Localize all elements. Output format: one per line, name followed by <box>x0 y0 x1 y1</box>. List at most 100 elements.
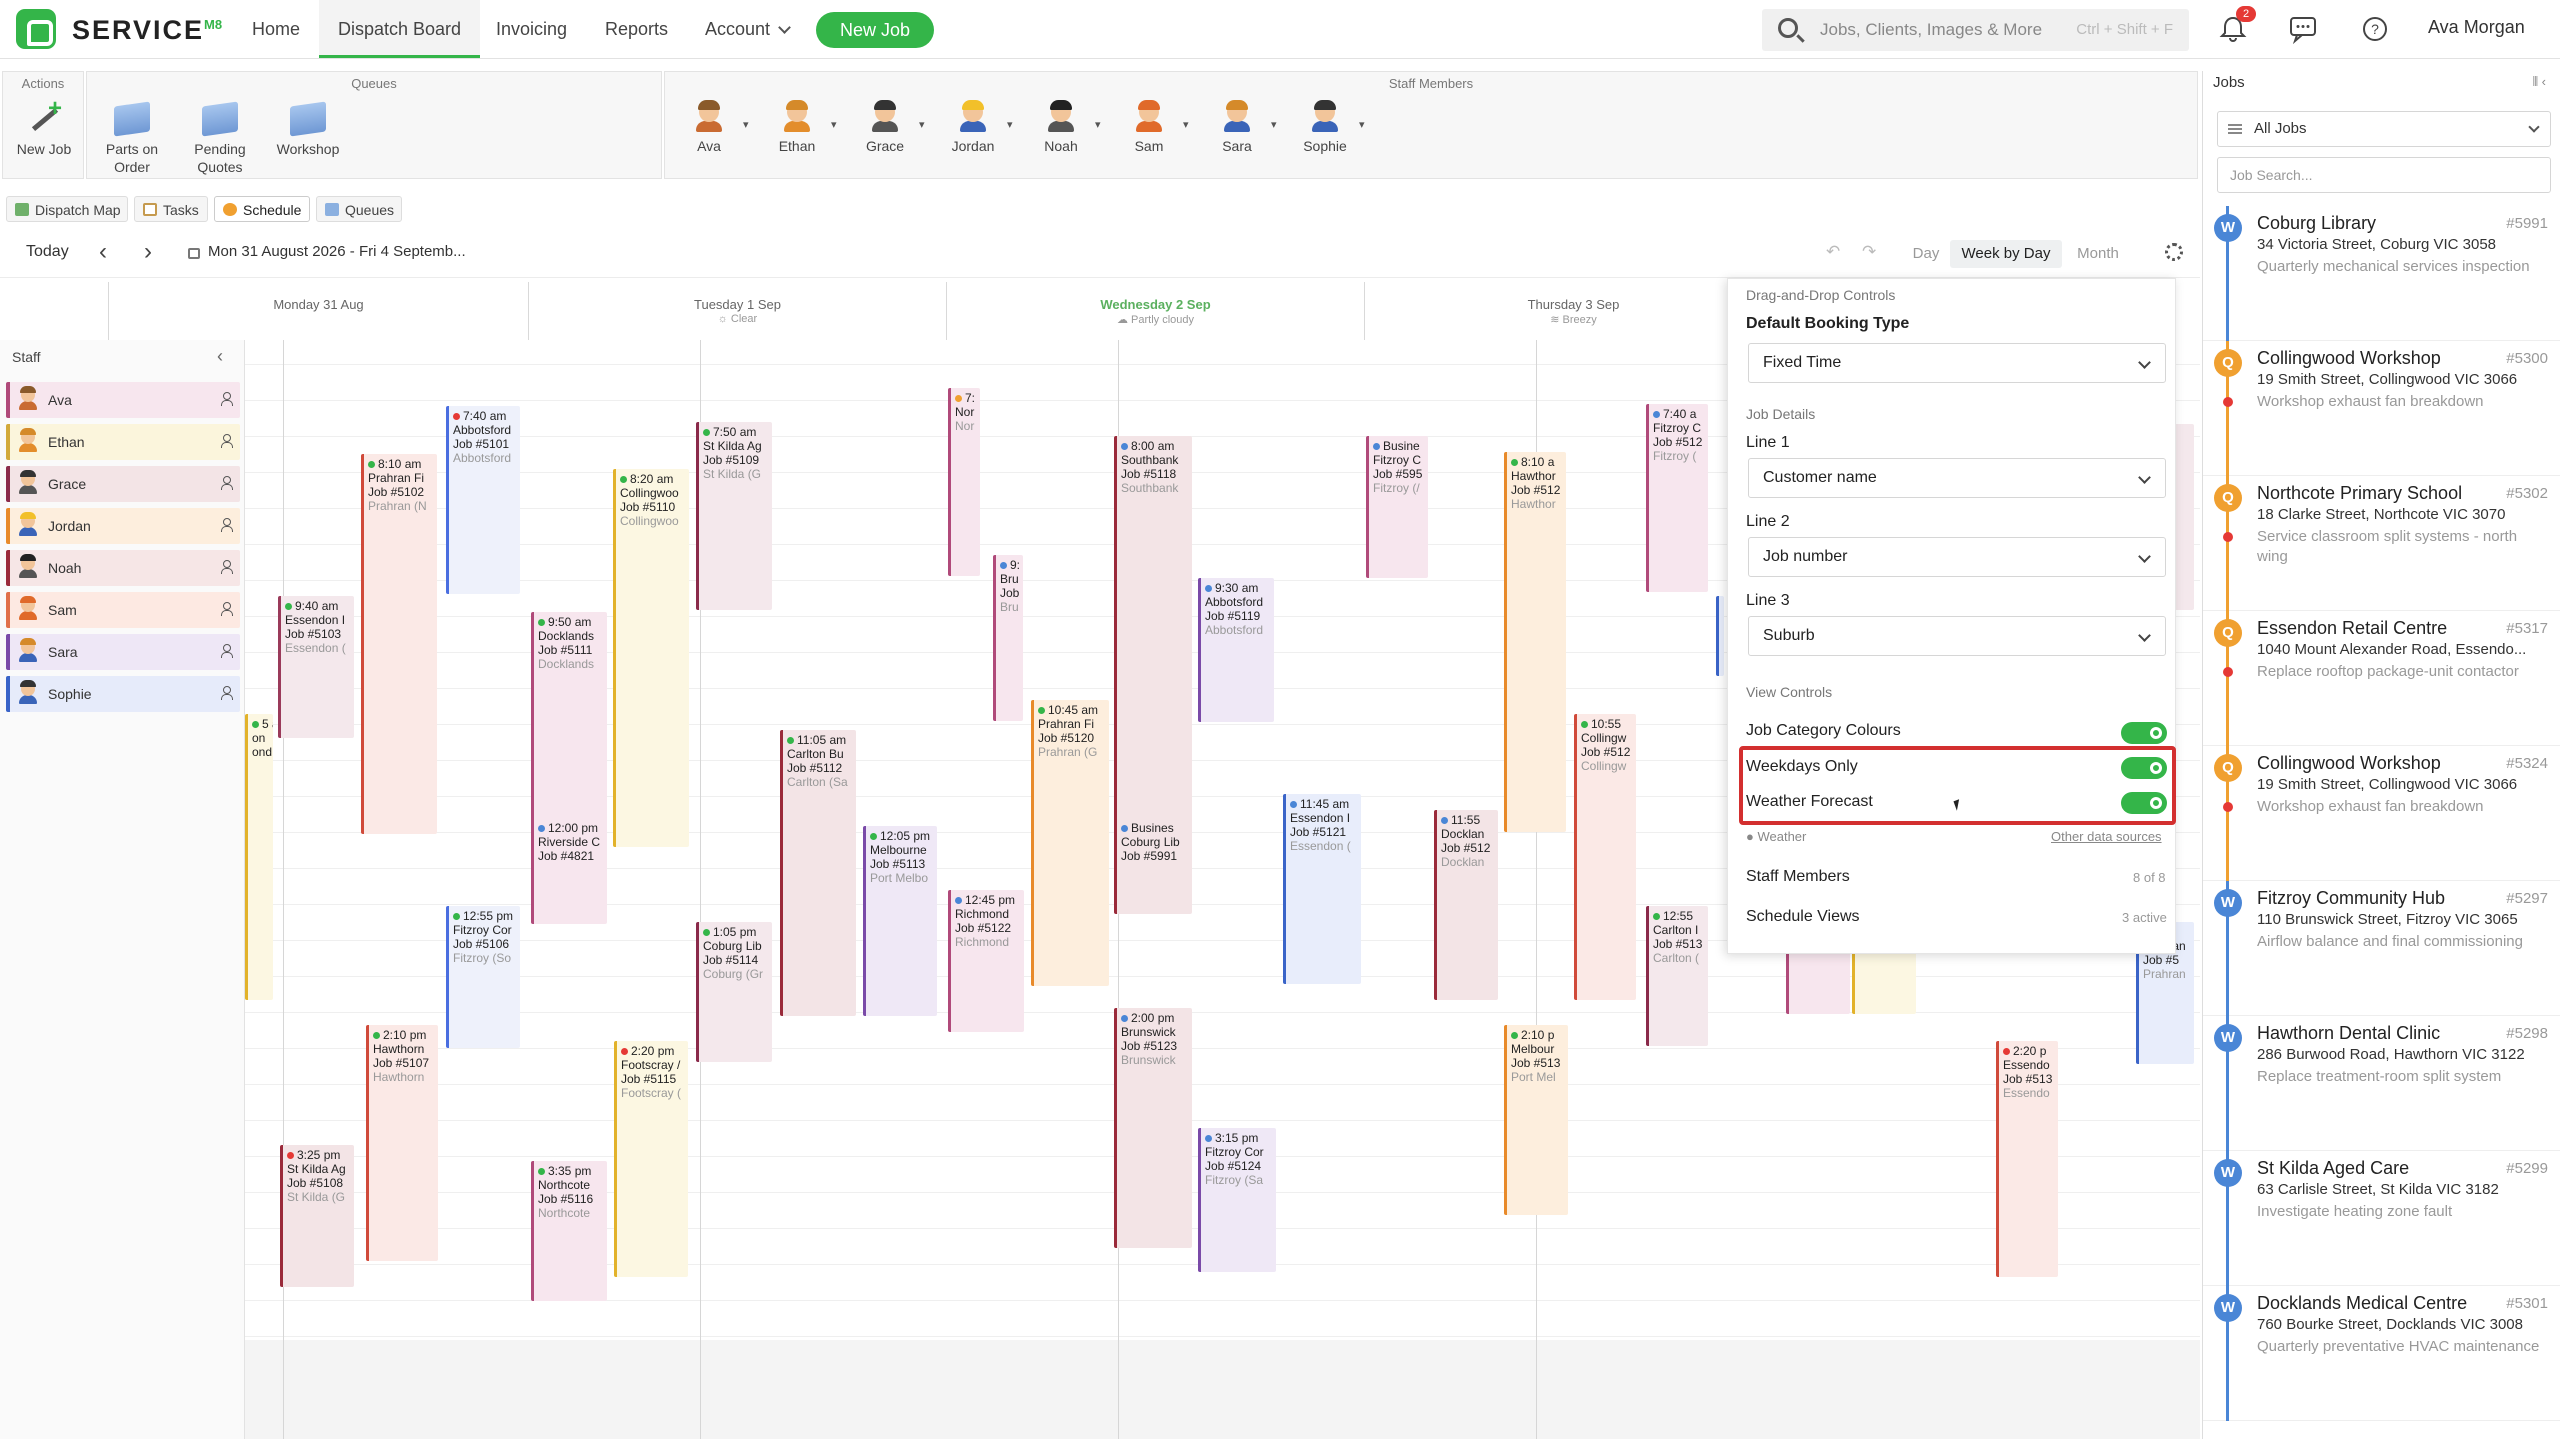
staff-row-sara[interactable]: Sara <box>6 634 240 670</box>
job-booking-block[interactable] <box>1716 596 1724 676</box>
staff-row-sam[interactable]: Sam <box>6 592 240 628</box>
tab-tasks[interactable]: Tasks <box>134 196 208 222</box>
person-icon[interactable] <box>220 434 233 448</box>
job-booking-block[interactable]: 8:10 a Hawthor Job #512 Hawthor <box>1504 452 1566 832</box>
job-booking-block[interactable]: 9:40 am Essendon I Job #5103 Essendon ( <box>278 596 354 738</box>
staff-row-ethan[interactable]: Ethan <box>6 424 240 460</box>
job-booking-block[interactable]: 5 aronond <box>245 714 273 1000</box>
job-list-item[interactable]: Q Northcote Primary School #5302 18 Clarke … <box>2203 476 2560 611</box>
chevron-left-icon[interactable]: ‹ <box>99 238 107 265</box>
job-category-colours-toggle[interactable] <box>2121 722 2167 744</box>
undo-icon[interactable]: ↶ <box>1826 242 1841 261</box>
staff-member-sam[interactable]: ▾ Sam <box>1105 100 1193 154</box>
date-range-picker[interactable]: Mon 31 August 2026 - Fri 4 Septemb... <box>188 243 466 260</box>
jobs-filter-select[interactable]: All Jobs <box>2217 111 2551 147</box>
toolbar-new-job-button[interactable]: New Job <box>0 100 89 158</box>
job-booking-block[interactable]: 2:10 pm Hawthorn Job #5107 Hawthorn <box>366 1025 438 1261</box>
job-booking-block[interactable]: 11:05 am Carlton Bu Job #5112 Carlton (Sa <box>780 730 856 1016</box>
job-booking-block[interactable]: 9: Bru Job Bru <box>993 555 1023 721</box>
job-booking-block[interactable]: 2:20 pm Footscray / Job #5115 Footscray ( <box>614 1041 688 1277</box>
chat-icon[interactable] <box>2288 14 2318 44</box>
redo-icon[interactable]: ↷ <box>1862 242 1877 261</box>
nav-home[interactable]: Home <box>252 19 301 39</box>
default-booking-type-select[interactable]: Fixed Time <box>1748 343 2166 383</box>
staff-member-grace[interactable]: ▾ Grace <box>841 100 929 154</box>
job-booking-block[interactable]: 12:45 pm Richmond Job #5122 Richmond <box>948 890 1024 1032</box>
queue-workshop[interactable]: Workshop <box>263 101 353 158</box>
job-booking-block[interactable]: 12:00 pm Riverside C Job #4821 <box>531 818 607 914</box>
job-booking-block[interactable]: 7:50 am St Kilda Ag Job #5109 St Kilda (G <box>696 422 772 610</box>
job-booking-block[interactable]: 3:25 pm St Kilda Ag Job #5108 St Kilda (G <box>280 1145 354 1287</box>
queue-parts-on-order[interactable]: Parts on Order <box>87 101 177 176</box>
job-booking-block[interactable]: 11:55 Docklan Job #512 Docklan <box>1434 810 1498 1000</box>
nav-reports[interactable]: Reports <box>605 19 669 39</box>
line2-select[interactable]: Job number <box>1748 537 2166 577</box>
staff-member-sara[interactable]: ▾ Sara <box>1193 100 1281 154</box>
job-booking-block[interactable]: 8:20 am Collingwoo Job #5110 Collingwoo <box>613 469 689 847</box>
user-menu[interactable]: Ava Morgan <box>2428 17 2525 37</box>
job-booking-block[interactable]: 2:10 p Melbour Job #513 Port Mel <box>1504 1025 1568 1215</box>
job-booking-block[interactable]: 3:15 pm Fitzroy Cor Job #5124 Fitzroy (Sa <box>1198 1128 1276 1272</box>
person-icon[interactable] <box>220 518 233 532</box>
job-booking-block[interactable]: 1:05 pm Coburg Lib Job #5114 Coburg (Gr <box>696 922 772 1062</box>
collapse-icon[interactable]: ‹ <box>217 346 223 366</box>
staff-member-ethan[interactable]: ▾ Ethan <box>753 100 841 154</box>
staff-row-ava[interactable]: Ava <box>6 382 240 418</box>
job-booking-block[interactable]: 8:00 am Southbank Job #5118 Southbank <box>1114 436 1192 828</box>
person-icon[interactable] <box>220 602 233 616</box>
brand-logo-text[interactable]: SERVICEM8 <box>72 15 223 45</box>
panel-options-icon[interactable]: ⫴ ‹ <box>2532 74 2546 89</box>
nav-invoicing[interactable]: Invoicing <box>496 19 568 39</box>
job-search-input[interactable]: Job Search... <box>2217 157 2551 193</box>
job-booking-block[interactable]: 7:40 a Fitzroy C Job #512 Fitzroy ( <box>1646 404 1708 592</box>
job-booking-block[interactable]: 12:55 Carlton I Job #513 Carlton ( <box>1646 906 1708 1046</box>
job-list-item[interactable]: Q Collingwood Workshop #5324 19 Smith Stree… <box>2203 746 2560 881</box>
person-icon[interactable] <box>220 560 233 574</box>
line1-select[interactable]: Customer name <box>1748 458 2166 498</box>
job-booking-block[interactable]: 2:20 p Essendo Job #513 Essendo <box>1996 1041 2058 1277</box>
job-booking-block[interactable]: 2:00 pm Brunswick Job #5123 Brunswick <box>1114 1008 1192 1248</box>
job-booking-block[interactable]: Busines Coburg Lib Job #5991 <box>1114 818 1192 914</box>
today-button[interactable]: Today <box>26 243 69 260</box>
staff-row-grace[interactable]: Grace <box>6 466 240 502</box>
job-booking-block[interactable]: Busine Fitzroy C Job #595 Fitzroy (/ <box>1366 436 1428 578</box>
nav-dispatch-board[interactable]: Dispatch Board <box>319 0 481 58</box>
tab-schedule[interactable]: Schedule <box>214 196 310 222</box>
job-list-item[interactable]: W Coburg Library #5991 34 Victoria Street, … <box>2203 206 2560 341</box>
job-list-item[interactable]: W St Kilda Aged Care #5299 63 Carlisle Stre… <box>2203 1151 2560 1286</box>
staff-row-sophie[interactable]: Sophie <box>6 676 240 712</box>
weather-forecast-toggle[interactable] <box>2121 792 2167 814</box>
new-job-button[interactable]: New Job <box>816 12 934 48</box>
tab-queues[interactable]: Queues <box>316 196 402 222</box>
other-data-sources-link[interactable]: Other data sources <box>2051 829 2162 844</box>
help-icon[interactable]: ? <box>2360 14 2390 44</box>
person-icon[interactable] <box>220 476 233 490</box>
job-booking-block[interactable]: 7:40 am Abbotsford Job #5101 Abbotsford <box>446 406 520 594</box>
staff-member-ava[interactable]: ▾ Ava <box>665 100 753 154</box>
job-booking-block[interactable]: 10:45 am Prahran Fi Job #5120 Prahran (G <box>1031 700 1109 986</box>
staff-member-noah[interactable]: ▾ Noah <box>1017 100 1105 154</box>
queue-pending-quotes[interactable]: Pending Quotes <box>175 101 265 176</box>
job-booking-block[interactable]: 11:45 am Essendon I Job #5121 Essendon ( <box>1283 794 1361 984</box>
staff-row-noah[interactable]: Noah <box>6 550 240 586</box>
view-month-button[interactable]: Month <box>2077 245 2119 262</box>
job-list-item[interactable]: Q Collingwood Workshop #5300 19 Smith Stree… <box>2203 341 2560 476</box>
person-icon[interactable] <box>220 644 233 658</box>
staff-member-sophie[interactable]: ▾ Sophie <box>1281 100 1369 154</box>
nav-account[interactable]: Account <box>705 0 791 58</box>
job-list-item[interactable]: W Fitzroy Community Hub #5297 110 Brunswick… <box>2203 881 2560 1016</box>
weekdays-only-toggle[interactable] <box>2121 757 2167 779</box>
person-icon[interactable] <box>220 686 233 700</box>
tab-dispatch-map[interactable]: Dispatch Map <box>6 196 128 222</box>
chevron-right-icon[interactable]: › <box>144 238 152 265</box>
job-booking-block[interactable]: 7: Nor Nor <box>948 388 980 576</box>
job-booking-block[interactable]: 12:55 pm Fitzroy Cor Job #5106 Fitzroy (So <box>446 906 520 1048</box>
global-search-input[interactable]: Jobs, Clients, Images & More Ctrl + Shif… <box>1762 9 2189 51</box>
line3-select[interactable]: Suburb <box>1748 616 2166 656</box>
job-list-item[interactable]: W Docklands Medical Centre #5301 760 Bourke… <box>2203 1286 2560 1421</box>
job-booking-block[interactable]: 9:30 am Abbotsford Job #5119 Abbotsford <box>1198 578 1274 722</box>
servicem8-logo-icon[interactable] <box>16 9 56 49</box>
view-day-button[interactable]: Day <box>1912 245 1940 262</box>
job-booking-block[interactable]: 10:55 Collingw Job #512 Collingw <box>1574 714 1636 1000</box>
schedule-views-row[interactable]: Schedule Views <box>1746 908 1860 925</box>
